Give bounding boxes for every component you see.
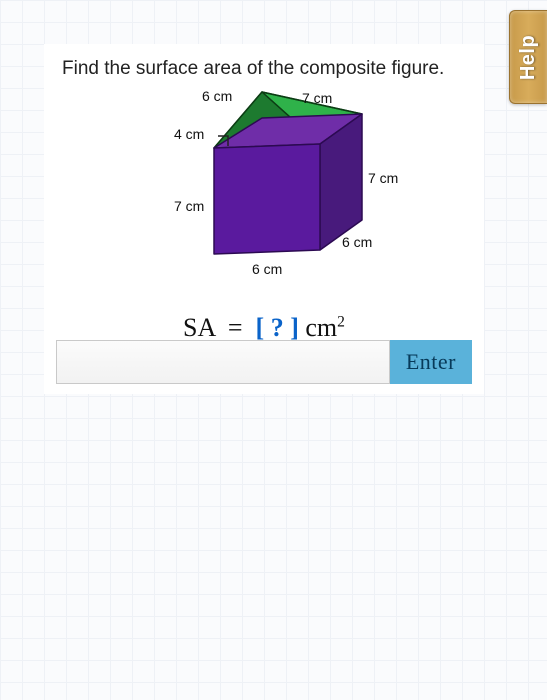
formula-unit-base: cm bbox=[305, 313, 337, 342]
label-cube-bottom: 6 cm bbox=[252, 261, 282, 277]
label-cube-left: 7 cm bbox=[174, 198, 204, 214]
label-top-left: 6 cm bbox=[202, 88, 232, 104]
help-label: Help bbox=[517, 34, 540, 79]
formula: SA = [ ? ] cm2 bbox=[62, 313, 466, 343]
label-cube-front-right: 6 cm bbox=[342, 234, 372, 250]
formula-unit: cm2 bbox=[305, 313, 345, 342]
answer-row: Enter bbox=[56, 340, 472, 384]
formula-lhs: SA bbox=[183, 313, 215, 342]
formula-close: ] bbox=[290, 313, 299, 342]
label-cube-right: 7 cm bbox=[368, 170, 398, 186]
formula-open: [ bbox=[256, 313, 265, 342]
composite-figure: 6 cm 7 cm 4 cm 7 cm 7 cm 6 cm 6 cm bbox=[62, 86, 466, 311]
label-prism-left: 4 cm bbox=[174, 126, 204, 142]
label-top-right: 7 cm bbox=[302, 90, 332, 106]
help-tab[interactable]: Help bbox=[509, 10, 547, 104]
formula-eq: = bbox=[228, 313, 243, 342]
answer-input[interactable] bbox=[56, 340, 390, 384]
formula-unit-exp: 2 bbox=[337, 313, 345, 330]
formula-q: ? bbox=[271, 313, 284, 342]
problem-prompt: Find the surface area of the composite f… bbox=[62, 58, 466, 80]
enter-button[interactable]: Enter bbox=[390, 340, 472, 384]
